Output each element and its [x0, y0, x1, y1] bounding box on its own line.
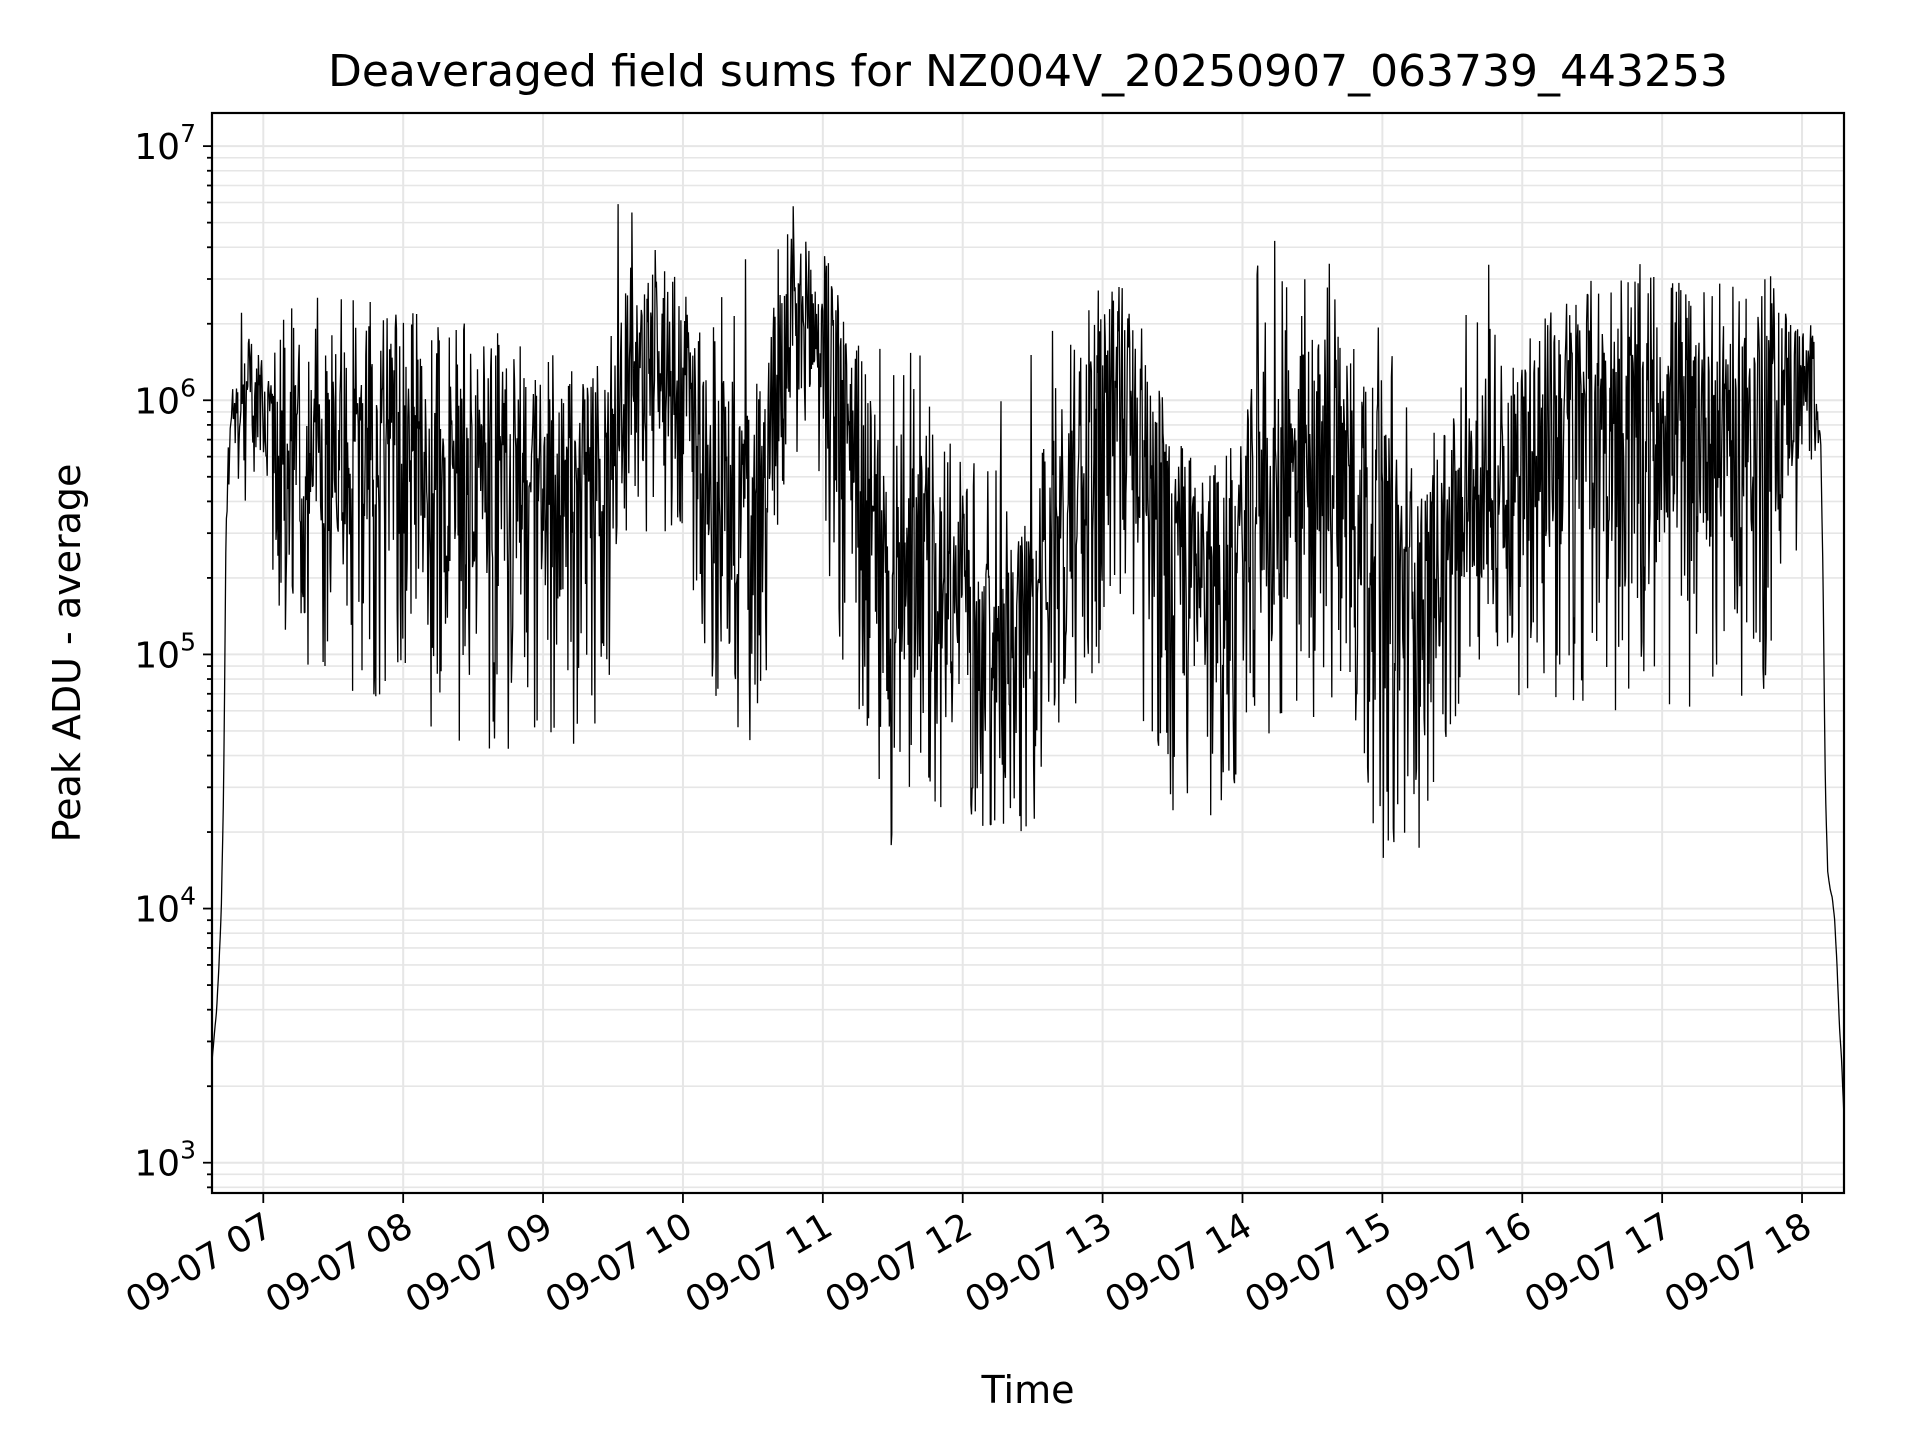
series-layer [211, 204, 1845, 1119]
y-tick-label: 103 [134, 1136, 196, 1185]
y-tick-exponent: 6 [180, 373, 196, 402]
x-axis-label: Time [981, 1368, 1075, 1412]
y-tick-base: 10 [134, 127, 180, 168]
y-tick-base: 10 [134, 635, 180, 676]
y-tick-exponent: 5 [180, 627, 196, 656]
y-tick-exponent: 3 [180, 1136, 196, 1165]
y-tick-exponent: 4 [180, 882, 196, 911]
y-tick-label: 106 [134, 373, 196, 422]
y-tick-label: 107 [134, 119, 196, 168]
y-tick-base: 10 [134, 381, 180, 422]
chart-title: Deaveraged field sums for NZ004V_2025090… [328, 46, 1728, 97]
y-tick-base: 10 [134, 1144, 180, 1185]
series-line [211, 204, 1845, 1119]
plot-frame [210, 111, 1846, 1195]
y-tick-base: 10 [134, 890, 180, 931]
y-tick-label: 105 [134, 627, 196, 676]
y-tick-exponent: 7 [180, 119, 196, 148]
y-tick-label: 104 [134, 882, 196, 931]
y-axis-label: Peak ADU - average [45, 464, 89, 843]
